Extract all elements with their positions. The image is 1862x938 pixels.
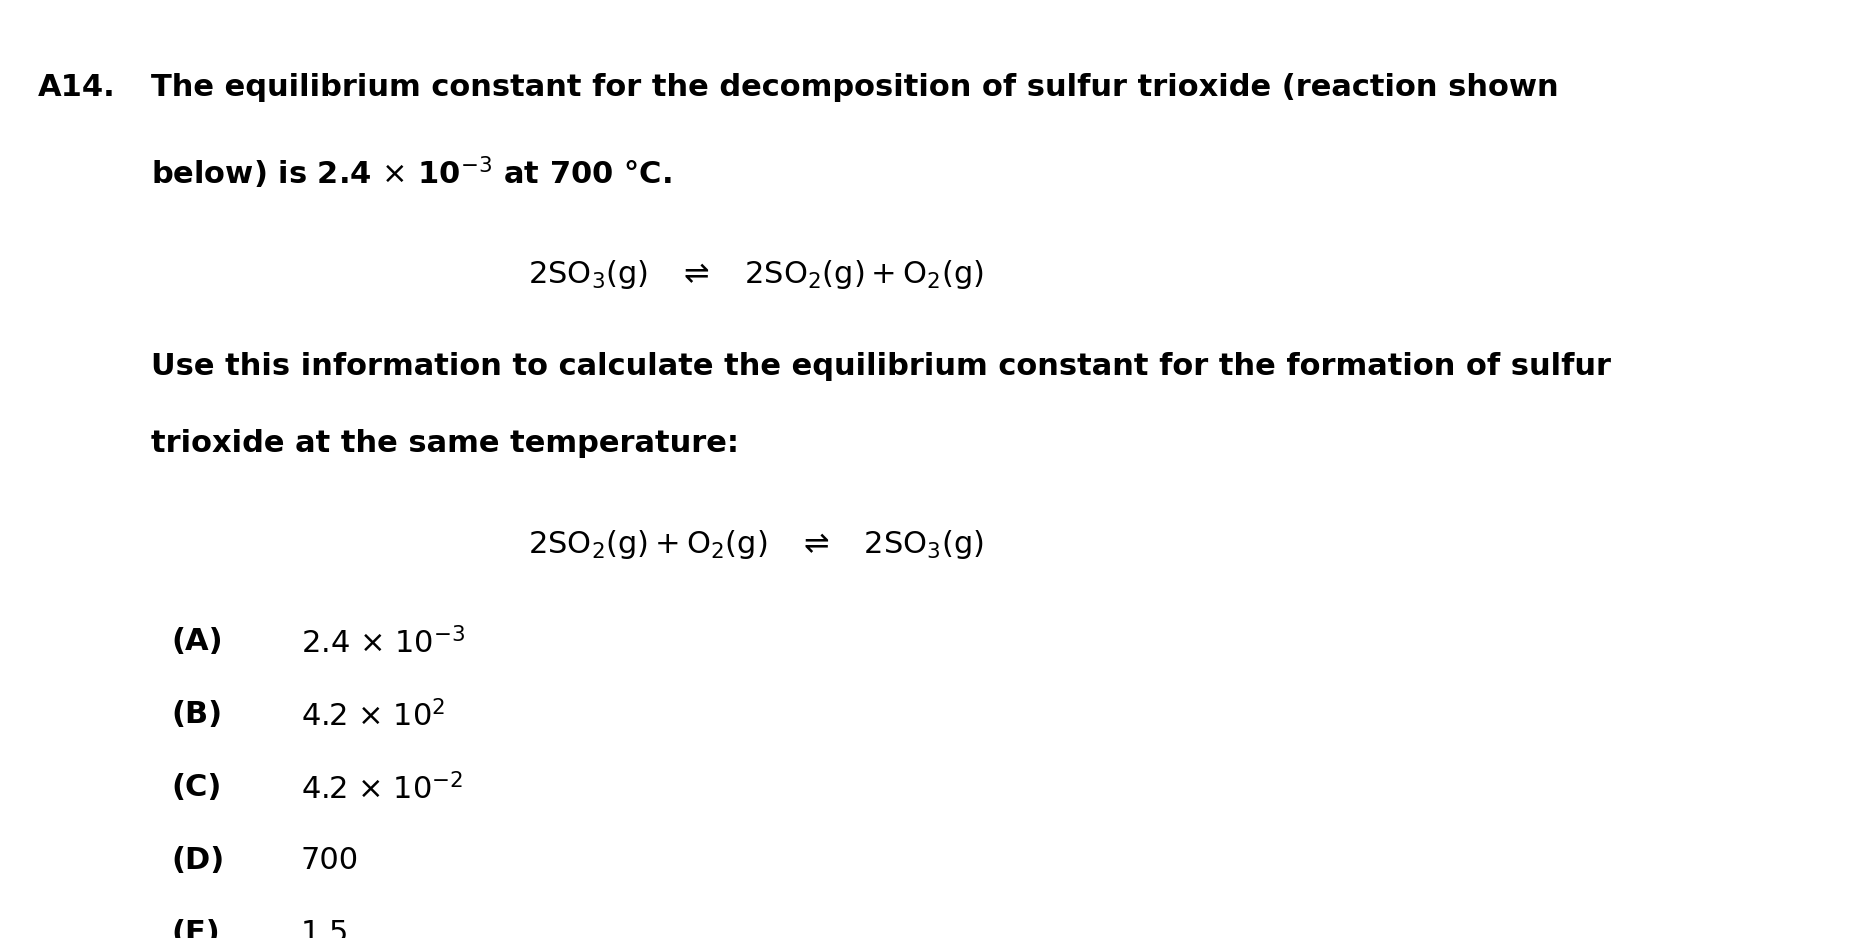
Text: $2\mathrm{SO}_2\mathrm{(g)} + \mathrm{O}_2\mathrm{(g)}$   $\rightleftharpoons$  : $2\mathrm{SO}_2\mathrm{(g)} + \mathrm{O}…: [529, 528, 983, 561]
Text: (B): (B): [171, 700, 223, 729]
Text: (E): (E): [171, 918, 220, 938]
Text: 4.2 $\times$ 10$^{-2}$: 4.2 $\times$ 10$^{-2}$: [300, 773, 464, 805]
Text: (C): (C): [171, 773, 222, 802]
Text: $2\mathrm{SO}_3\mathrm{(g)}$   $\rightleftharpoons$   $2\mathrm{SO}_2\mathrm{(g): $2\mathrm{SO}_3\mathrm{(g)}$ $\rightleft…: [529, 258, 983, 291]
Text: 700: 700: [300, 845, 359, 874]
Text: (A): (A): [171, 627, 223, 656]
Text: below) is 2.4 $\times$ 10$^{-3}$ at 700 °C.: below) is 2.4 $\times$ 10$^{-3}$ at 700 …: [151, 155, 672, 191]
Text: 4.2 $\times$ 10$^{2}$: 4.2 $\times$ 10$^{2}$: [300, 700, 445, 733]
Text: A14.: A14.: [37, 73, 115, 102]
Text: 1.5: 1.5: [300, 918, 348, 938]
Text: trioxide at the same temperature:: trioxide at the same temperature:: [151, 430, 739, 459]
Text: The equilibrium constant for the decomposition of sulfur trioxide (reaction show: The equilibrium constant for the decompo…: [151, 73, 1558, 102]
Text: (D): (D): [171, 845, 225, 874]
Text: 2.4 $\times$ 10$^{-3}$: 2.4 $\times$ 10$^{-3}$: [300, 627, 466, 659]
Text: Use this information to calculate the equilibrium constant for the formation of : Use this information to calculate the eq…: [151, 352, 1611, 381]
